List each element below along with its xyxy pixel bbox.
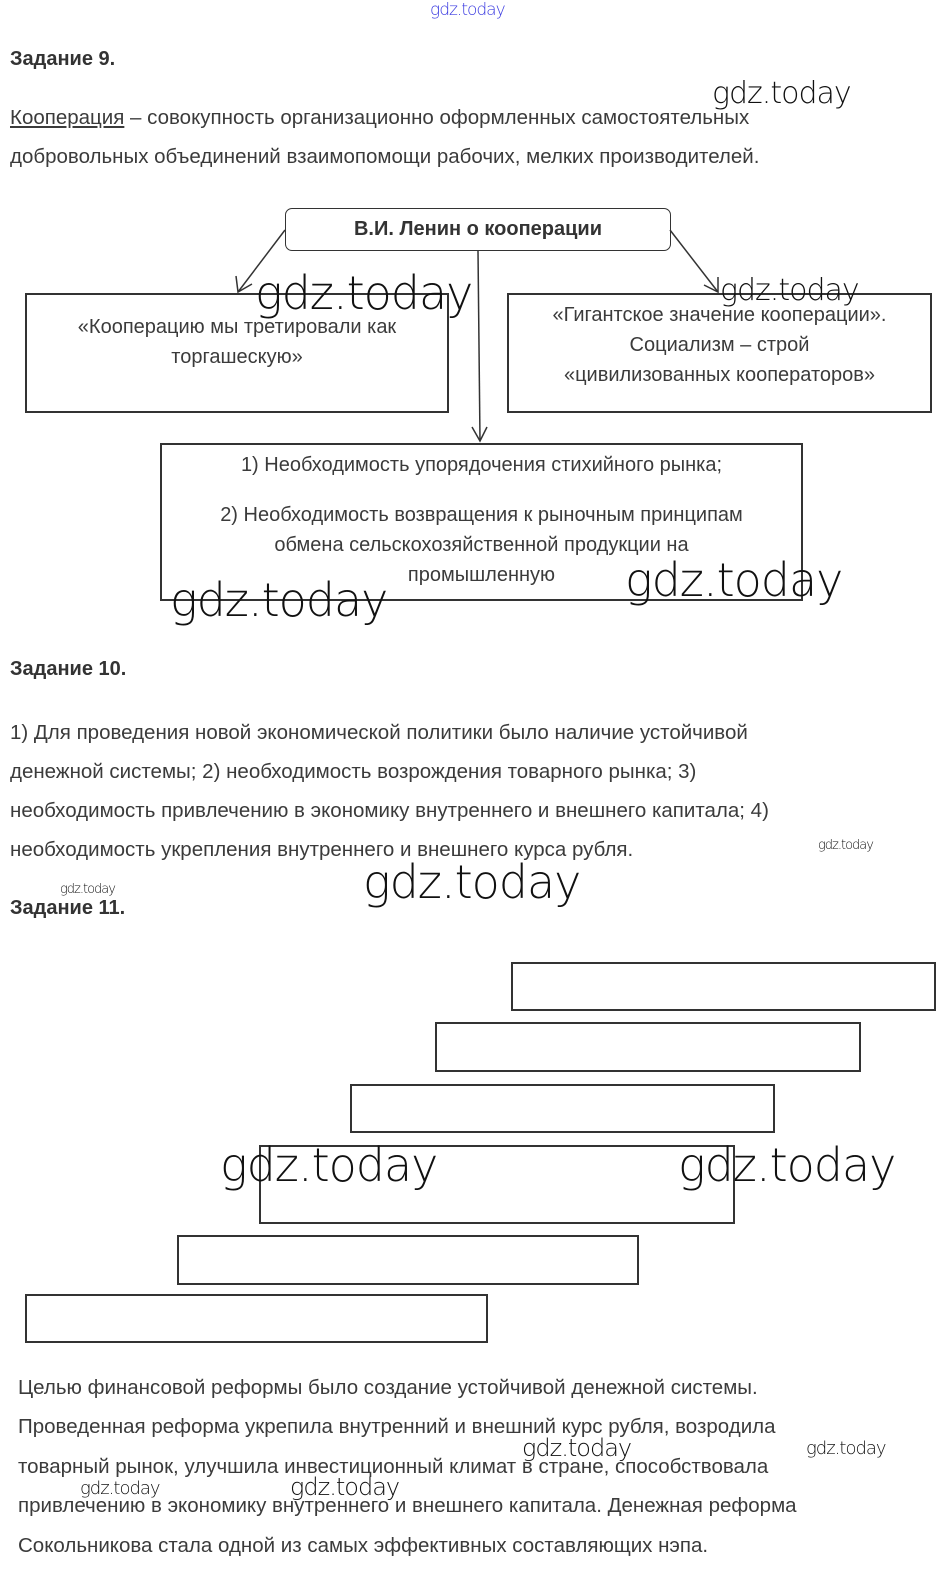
task10-line: 1) Для проведения новой экономической по… [10,721,748,744]
task10-line: денежной системы; 2) необходимость возро… [10,760,697,783]
diagram-title-box: В.И. Ленин о кооперации [285,208,671,251]
arrow-down [477,250,481,442]
right-box [507,293,932,413]
task10-line: необходимость привлечению в экономику вн… [10,799,769,822]
watermark: gdz.today [522,1434,632,1462]
task9-definition-line1: Кооперация – совокупность организационно… [10,106,749,130]
watermark: gdz.today [818,838,874,853]
task9-heading: Задание 9. [10,48,116,70]
watermark: gdz.today [363,855,581,909]
text-line: 1) Необходимость упорядочения стихийного… [240,454,723,476]
bottom-box [160,443,803,601]
step-box [435,1022,861,1072]
bottom-box-text: 1) Необходимость упорядочения стихийного… [160,450,803,590]
arrow-left [237,229,286,293]
watermark: gdz.today [806,1438,887,1459]
definition-rest: – совокупность организационно оформленны… [124,106,750,129]
watermark: gdz.today [80,1478,161,1499]
watermark: gdz.today [255,266,473,320]
step-box [350,1084,775,1133]
right-box-text: «Гигантское значение кооперации». Социал… [507,300,932,390]
task11-heading: Задание 11. [10,897,126,919]
watermark-top: gdz.today [430,0,506,20]
text-line: 2) Необходимость возвращения к рыночным … [220,504,743,526]
text-line: «Гигантское значение кооперации». [552,304,887,326]
task9-definition-line2: добровольных объединений взаимопомощи ра… [10,145,760,168]
task11-line: привлечению в экономику внутреннего и вн… [18,1494,797,1517]
step-box [511,962,936,1011]
text-line: обмена сельскохозяйственной продукции на [274,534,689,556]
arrow-right [669,229,719,293]
watermark: gdz.today [170,573,388,627]
text-line: «Кооперацию мы третировали как [77,316,397,338]
text-line: «цивилизованных кооператоров» [563,364,876,386]
diagram-title: В.И. Ленин о кооперации [353,218,603,240]
watermark: gdz.today [712,76,852,111]
watermark: gdz.today [720,273,860,308]
task10-line: необходимость укрепления внутреннего и в… [10,838,634,861]
step-box [259,1145,735,1224]
text-line: промышленную [407,564,556,586]
watermark: gdz.today [625,553,843,607]
task10-heading: Задание 10. [10,658,127,680]
task11-line: Целью финансовой реформы было создание у… [18,1376,758,1399]
term-kooperatsiya: Кооперация [10,106,125,129]
text-line: Социализм – строй [629,334,810,356]
left-box-text: «Кооперацию мы третировали как торгашеск… [25,312,449,372]
text-line: торгашескую» [171,346,303,368]
step-box [177,1235,639,1285]
watermark: gdz.today [290,1473,400,1501]
task11-line: Проведенная реформа укрепила внутренний … [18,1415,776,1438]
watermark: gdz.today [678,1138,896,1192]
task11-line: товарный рынок, улучшила инвестиционный … [18,1455,769,1478]
watermark: gdz.today [220,1138,438,1192]
task11-line: Сокольникова стала одной из самых эффект… [18,1534,709,1557]
watermark: gdz.today [60,882,116,897]
left-box [25,293,449,413]
step-box [25,1294,488,1343]
